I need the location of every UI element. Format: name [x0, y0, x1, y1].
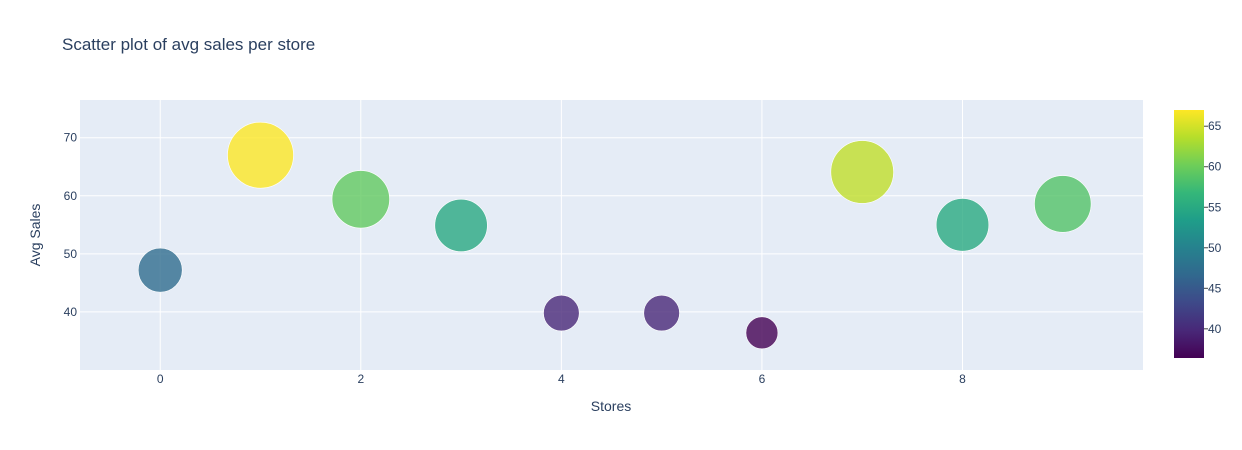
data-points — [137, 121, 1092, 350]
data-point[interactable] — [935, 198, 990, 252]
chart-title: Scatter plot of avg sales per store — [62, 35, 315, 54]
data-point[interactable] — [137, 247, 183, 293]
data-point[interactable] — [331, 170, 390, 229]
colorbar-tick-label: 55 — [1208, 200, 1222, 214]
colorbar-tick-label: 50 — [1208, 241, 1222, 255]
colorbar-tick-label: 60 — [1208, 160, 1222, 174]
y-axis-label: Avg Sales — [27, 204, 43, 267]
x-tick-label: 0 — [157, 372, 164, 386]
x-tick-label: 2 — [357, 372, 364, 386]
colorbar-tick-label: 65 — [1208, 119, 1222, 133]
y-tick-label: 50 — [64, 247, 78, 261]
colorbar-tick-label: 40 — [1208, 322, 1222, 336]
x-tick-label: 8 — [959, 372, 966, 386]
x-axis-label: Stores — [591, 398, 631, 414]
x-tick-label: 6 — [759, 372, 766, 386]
colorbar-ticks: 40 45 50 55 60 65 — [1204, 119, 1222, 336]
data-point[interactable] — [745, 316, 779, 350]
data-point[interactable] — [434, 198, 488, 252]
y-tick-label: 70 — [64, 131, 78, 145]
x-axis-ticks: 0 2 4 6 8 — [157, 372, 966, 386]
colorbar-tick-label: 45 — [1208, 281, 1222, 295]
data-point[interactable] — [227, 121, 294, 189]
colorbar — [1174, 110, 1204, 358]
y-tick-label: 60 — [64, 189, 78, 203]
data-point[interactable] — [1034, 175, 1092, 233]
data-point[interactable] — [643, 294, 680, 332]
y-tick-label: 40 — [64, 305, 78, 319]
data-point[interactable] — [543, 294, 580, 332]
x-tick-label: 4 — [558, 372, 565, 386]
y-axis-ticks: 40 50 60 70 — [64, 131, 78, 319]
data-point[interactable] — [830, 140, 894, 204]
